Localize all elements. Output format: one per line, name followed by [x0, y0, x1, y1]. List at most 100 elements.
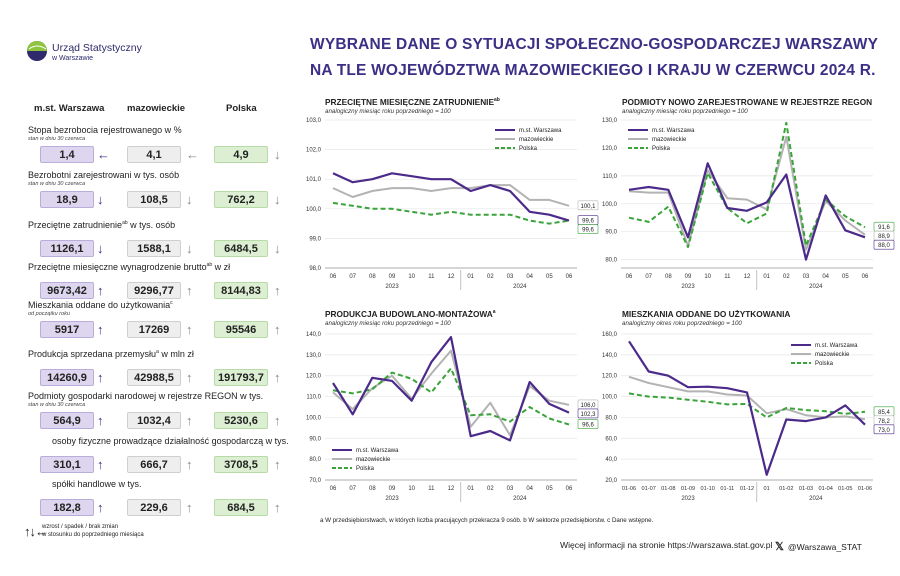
- end-value-label: 100,1: [577, 200, 599, 211]
- y-tick-label: 130,0: [306, 353, 322, 359]
- value-warszawa: 564,9: [40, 412, 94, 429]
- indicator-label: Produkcja sprzedana przemysłua w mln zł: [28, 349, 194, 359]
- x-tick-label: 08: [665, 274, 672, 280]
- trend-arrow-icon: ↑: [186, 283, 193, 298]
- value-mazowieckie: 17269: [127, 321, 181, 338]
- logo-name: Urząd Statystyczny: [52, 42, 142, 54]
- x-tick-label: 01-09: [681, 486, 695, 492]
- end-value-label: 88,9: [873, 230, 895, 241]
- indicator-label: spółki handlowe w tys.: [52, 479, 142, 489]
- x-tick-label: 02: [487, 486, 494, 492]
- y-tick-label: 101,0: [306, 177, 322, 183]
- trend-arrow-icon: ↓: [274, 192, 281, 207]
- end-value-label: 99,6: [577, 224, 599, 234]
- x-tick-label: 06: [330, 274, 337, 280]
- year-label: 2024: [513, 496, 527, 502]
- more-info-link[interactable]: Więcej informacji na stronie https://war…: [560, 540, 773, 550]
- indicator-sublabel: stan w dniu 30 czerwca: [28, 181, 86, 187]
- y-tick-label: 90,0: [309, 436, 321, 442]
- x-tick-label: 01-12: [740, 486, 754, 492]
- y-tick-label: 160,0: [602, 332, 618, 338]
- end-value-label: 88,0: [873, 239, 895, 250]
- x-tick-label: 12: [744, 274, 751, 280]
- svg-text:91,6: 91,6: [878, 225, 890, 231]
- end-value-label: 78,2: [873, 415, 895, 426]
- trend-arrow-icon: ↑: [97, 322, 104, 337]
- y-tick-label: 120,0: [602, 146, 618, 152]
- indicator-label: Przeciętne zatrudnienieab w tys. osób: [28, 220, 176, 230]
- indicator-label: Przeciętne miesięczne wynagrodzenie brut…: [28, 262, 231, 272]
- trend-arrow-icon: ←: [186, 147, 199, 162]
- y-tick-label: 100,0: [306, 207, 322, 213]
- year-label: 2023: [681, 496, 695, 502]
- x-tick-label: 03: [803, 274, 810, 280]
- x-tick-label: 01: [467, 486, 474, 492]
- y-tick-label: 110,0: [306, 395, 321, 401]
- x-tick-label: 03: [507, 274, 514, 280]
- y-tick-label: 100,0: [306, 415, 322, 421]
- legend-label: Polska: [652, 146, 671, 152]
- x-tick-label: 12: [448, 274, 455, 280]
- y-tick-label: 80,0: [309, 457, 321, 463]
- trend-arrow-icon: ↑: [97, 283, 104, 298]
- series-line-warszawa: [628, 340, 866, 476]
- x-tick-label: 04: [526, 274, 533, 280]
- chart2-subtitle: analogiczny miesiąc roku poprzedniego = …: [622, 108, 748, 115]
- twitter-handle[interactable]: 𝕏 @Warszawa_STAT: [775, 540, 862, 553]
- value-mazowieckie: 4,1: [127, 146, 181, 163]
- x-tick-label: 01-06: [858, 486, 872, 492]
- x-tick-label: 01: [763, 274, 770, 280]
- end-value-label: 91,6: [873, 221, 895, 232]
- value-polska: 762,2: [214, 191, 268, 208]
- series-line-mazowieckie: [332, 349, 570, 437]
- y-tick-label: 80,0: [605, 258, 617, 264]
- x-tick-label: 09: [389, 274, 396, 280]
- legend-label: mazowieckie: [652, 137, 687, 143]
- legend-note: wzrost / spadek / brak zmian w stosunku …: [42, 523, 144, 539]
- chart-construction: 70,0 80,0 90,0 100,0 110,0 120,0 130,0 140,0 06 0…: [306, 332, 599, 502]
- x-tick-label: 01-02: [779, 486, 793, 492]
- column-header-mazowieckie: mazowieckie: [127, 103, 186, 114]
- svg-text:88,0: 88,0: [878, 243, 890, 249]
- footnotes: a W przedsiębiorstwach, w których liczba…: [320, 517, 654, 524]
- year-label: 2023: [681, 284, 695, 290]
- indicator-label: osoby fizyczne prowadzące działalność go…: [52, 436, 289, 446]
- x-tick-label: 07: [349, 486, 356, 492]
- series-line-warszawa: [332, 172, 570, 222]
- y-tick-label: 60,0: [605, 436, 617, 442]
- value-warszawa: 18,9: [40, 191, 94, 208]
- svg-text:73,0: 73,0: [878, 428, 890, 434]
- x-tick-label: 01-05: [838, 486, 852, 492]
- x-tick-label: 06: [566, 274, 573, 280]
- series-line-mazowieckie: [628, 135, 866, 251]
- logo-icon: [27, 41, 47, 61]
- value-polska: 8144,83: [214, 282, 268, 299]
- series-line-polska: [628, 392, 866, 419]
- trend-arrow-icon: ↑: [97, 370, 104, 385]
- legend-note-line1: wzrost / spadek / brak zmian: [42, 524, 119, 530]
- y-tick-label: 40,0: [605, 457, 617, 463]
- series-line-mazowieckie: [332, 184, 570, 207]
- x-logo-icon: 𝕏: [775, 541, 784, 553]
- page-title-line1: WYBRANE DANE O SYTUACJI SPOŁECZNO-GOSPOD…: [310, 36, 879, 53]
- y-tick-label: 120,0: [602, 374, 618, 380]
- page-title-line2: NA TLE WOJEWÓDZTWA MAZOWIECKIEGO I KRAJU…: [310, 62, 876, 79]
- x-tick-label: 01-11: [720, 486, 734, 492]
- trend-arrow-icon: ←: [97, 147, 110, 162]
- end-value-label: 73,0: [873, 424, 895, 435]
- y-tick-label: 100,0: [602, 202, 618, 208]
- svg-text:96,6: 96,6: [582, 423, 594, 429]
- trend-arrow-icon: ↓: [97, 241, 104, 256]
- x-tick-label: 07: [645, 274, 652, 280]
- chart-employment: 98,0 99,0 100,0 101,0 102,0 103,0 06 07 08 09 10 11…: [306, 118, 599, 290]
- trend-arrow-icon: ↓: [97, 192, 104, 207]
- series-line-polska: [332, 367, 570, 426]
- trend-arrow-icon: ↑: [186, 322, 193, 337]
- chart-dwellings: 20,0 40,0 60,0 80,0 100,0 120,0 140,0 160,0 01-0…: [602, 332, 895, 502]
- indicator-label: Bezrobotni zarejestrowani w tys. osób: [28, 170, 180, 180]
- value-polska: 3708,5: [214, 456, 268, 473]
- chart-regon: 80,0 90,0 100,0 110,0 120,0 130,0 06 07 08 09 10 11…: [602, 118, 895, 290]
- x-tick-label: 09: [389, 486, 396, 492]
- x-tick-label: 11: [428, 486, 435, 492]
- value-polska: 684,5: [214, 499, 268, 516]
